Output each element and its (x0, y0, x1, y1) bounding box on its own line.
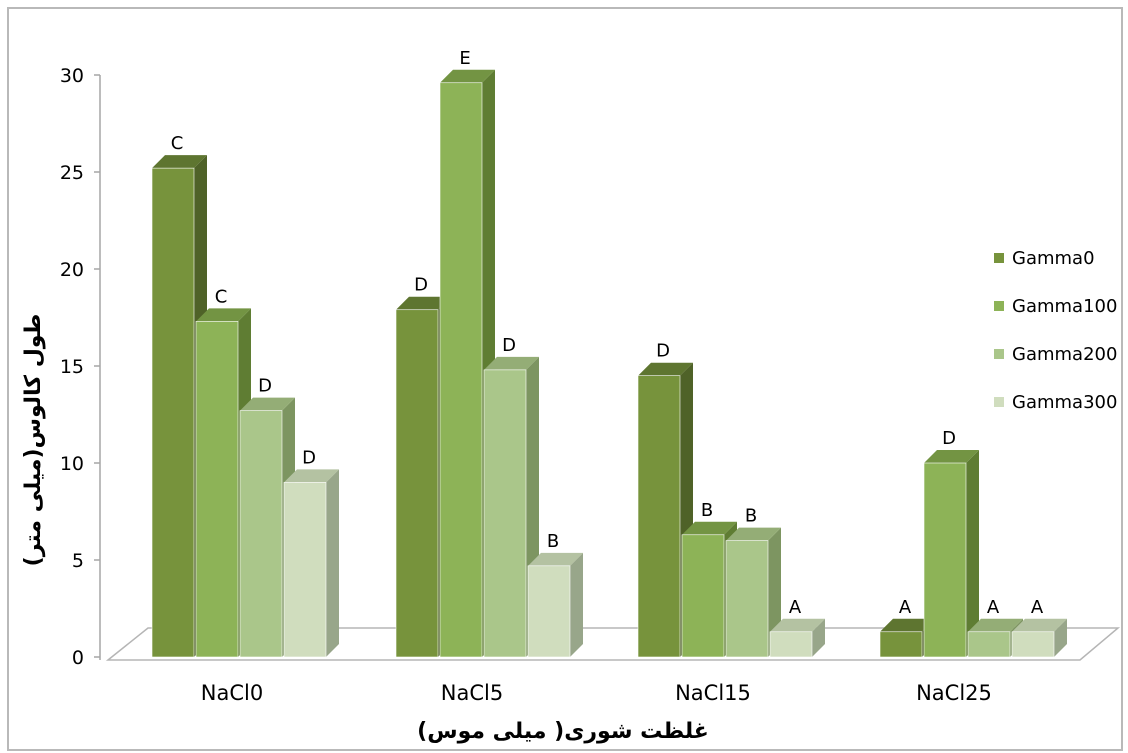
bars (151, 69, 1067, 658)
bar (725, 527, 781, 658)
x-category-label: NaCl5 (441, 681, 503, 705)
bar (637, 362, 693, 658)
bar-top (240, 397, 295, 411)
y-tick-label: 20 (60, 259, 84, 281)
bar-front (681, 534, 725, 658)
bar-side (812, 618, 825, 657)
bar (1011, 618, 1067, 658)
bar (769, 618, 825, 658)
significance-letters: C C D D D E D B D B B A A D A A (171, 48, 1044, 618)
bar-front (483, 369, 527, 658)
x-category-label: NaCl25 (916, 681, 992, 705)
legend-swatch (994, 349, 1004, 359)
bar-top (682, 521, 737, 535)
bar (195, 308, 251, 658)
x-axis-label: غلظت شوری( میلی موس) (417, 719, 709, 744)
x-axis-categories: NaCl0 NaCl5 NaCl15 NaCl25 (201, 681, 992, 705)
legend-swatch (994, 301, 1004, 311)
significance-letter: D (942, 428, 956, 449)
bar-side (570, 552, 583, 657)
chart-floor (105, 627, 1121, 661)
x-category-label: NaCl0 (201, 681, 263, 705)
bar-top (924, 450, 979, 463)
y-axis-label: طول کالوس(میلی متر) (21, 314, 46, 567)
y-tick-label: 15 (60, 356, 84, 378)
bar-front (195, 321, 239, 658)
bar-top (880, 618, 935, 632)
bar-front (1011, 631, 1055, 658)
bar-side (966, 450, 979, 657)
bar-top (726, 527, 781, 541)
bar-side (1054, 618, 1067, 657)
significance-letter: A (1031, 597, 1044, 618)
significance-letter: D (302, 447, 316, 468)
bar-top (968, 618, 1023, 632)
significance-letter: C (215, 286, 228, 307)
bar-front (239, 410, 283, 658)
legend-label: Gamma300 (1012, 392, 1117, 413)
significance-letter: B (701, 500, 713, 521)
legend-label: Gamma100 (1012, 296, 1117, 317)
bar-top (440, 69, 495, 83)
bar-front (879, 631, 923, 658)
bar-side (326, 469, 339, 657)
x-category-label: NaCl15 (675, 681, 751, 705)
legend: Gamma0 Gamma100 Gamma200 Gamma300 (994, 248, 1117, 413)
legend-swatch (994, 397, 1004, 407)
significance-letter: D (258, 376, 272, 397)
significance-letter: A (899, 597, 912, 618)
legend-swatch (994, 253, 1004, 263)
y-tick-label: 10 (60, 453, 84, 475)
bar (527, 552, 583, 658)
bar-front (283, 482, 327, 658)
y-tick-label: 5 (72, 550, 84, 572)
bar-top (638, 362, 693, 376)
bar-front (769, 631, 813, 658)
y-tick-label: 25 (60, 162, 84, 184)
significance-letter: A (987, 597, 1000, 618)
y-tick-label: 0 (72, 647, 84, 669)
bar-front (151, 167, 195, 658)
bar-top (152, 155, 207, 169)
significance-letter: B (547, 531, 559, 552)
bar-top (396, 296, 451, 310)
y-tick-label: 30 (60, 65, 84, 87)
bar-top (1012, 618, 1067, 632)
bar-top (484, 356, 539, 370)
significance-letter: B (745, 506, 757, 527)
bar-top (196, 308, 251, 322)
bar-front (923, 462, 967, 658)
bar-front (967, 631, 1011, 658)
bar-top (770, 618, 825, 632)
bar-top (528, 552, 583, 566)
significance-letter: D (414, 275, 428, 296)
bar-front (637, 375, 681, 658)
y-axis-ticks: 0 5 10 15 20 25 30 (60, 65, 100, 669)
significance-letter: D (502, 335, 516, 356)
bar-top (284, 469, 339, 483)
significance-letter: A (789, 597, 802, 618)
bar-front (725, 540, 769, 658)
bar (923, 450, 979, 658)
legend-label: Gamma0 (1012, 248, 1095, 269)
significance-letter: C (171, 133, 184, 154)
bar-front (527, 565, 571, 658)
legend-label: Gamma200 (1012, 344, 1117, 365)
significance-letter: E (459, 48, 470, 69)
significance-letter: D (656, 341, 670, 362)
bar-front (395, 309, 439, 658)
bar (283, 469, 339, 658)
bar-front (439, 82, 483, 658)
